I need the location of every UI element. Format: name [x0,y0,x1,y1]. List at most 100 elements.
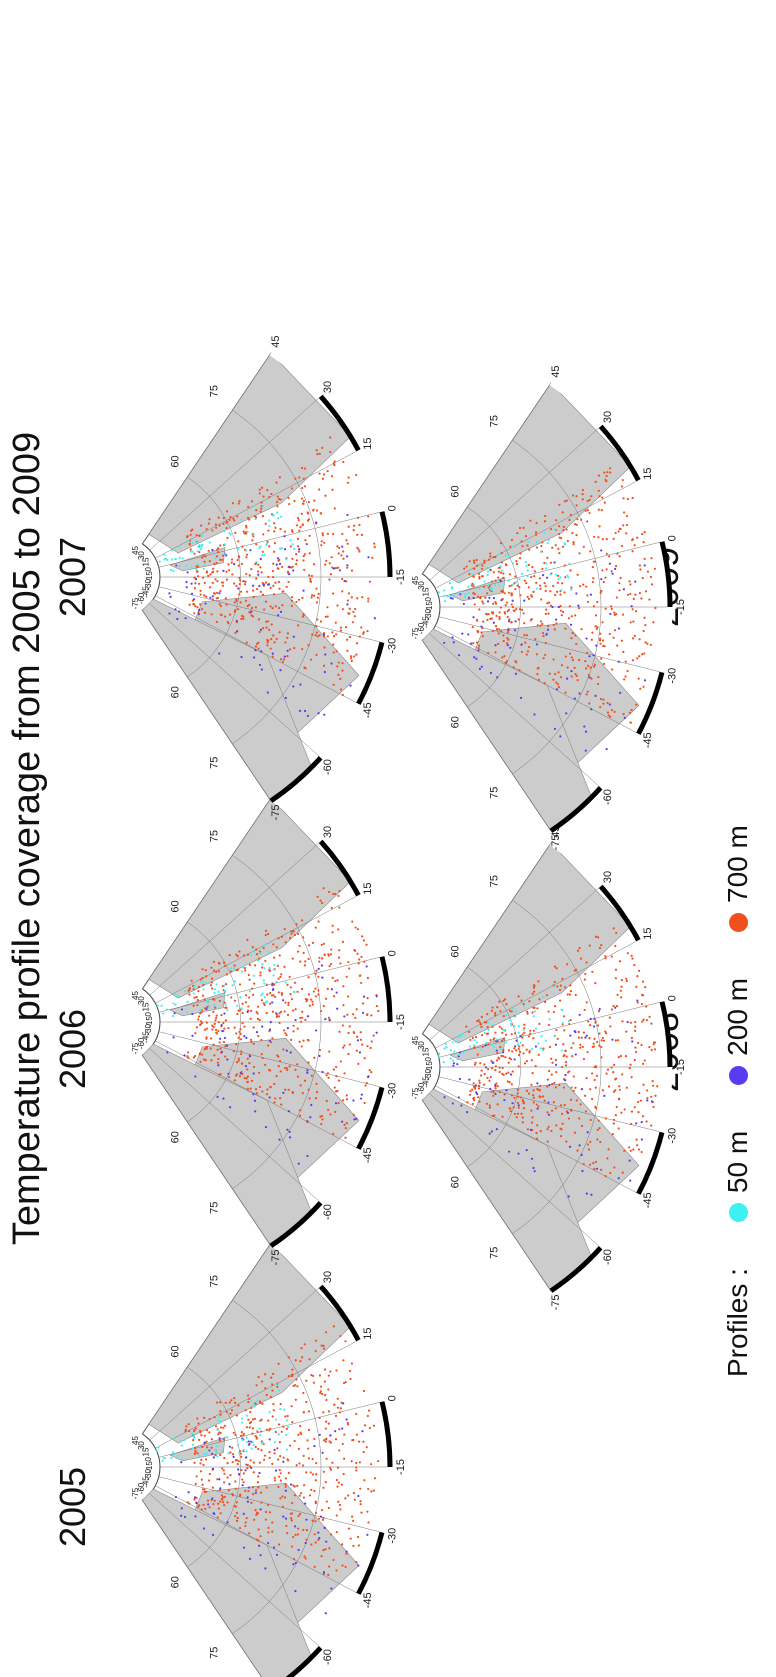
frame-segment [356,1086,385,1150]
frame-segment [659,1001,673,1068]
lat-tick-label-right: 75 [208,385,220,397]
frame-segment [356,641,385,705]
parallel-line [187,476,241,678]
lon-tick-label: 15 [362,1328,374,1340]
lat-tick-label: 60 [169,686,181,698]
lon-tick-label: -60 [322,1649,334,1665]
frame-segment [549,1245,603,1293]
legend-label-50m: 50 m [722,1130,753,1194]
frame-segment [356,894,385,958]
frame-segment [549,841,603,889]
parallel-line [187,921,241,1123]
meridian-line [142,610,272,801]
legend: Profiles : 50 m 200 m 700 m [718,779,758,1377]
lon-tick-label-top: -15 [145,1016,154,1028]
legend-dot-50m [728,1203,748,1223]
frame-segment [636,479,665,543]
lon-tick-label-top: 45 [131,990,140,999]
meridian-line [422,640,552,831]
lon-tick-label: 45 [270,335,282,347]
meridian-line [149,841,321,996]
frame-segment [356,1339,385,1403]
lon-tick-label: -75 [550,1294,562,1310]
lon-tick-label: -15 [675,1059,687,1075]
profile-dots-700m-2006 [186,887,380,1139]
lon-tick-label-top: -45 [421,616,430,628]
lon-tick-label: 30 [602,871,614,883]
land-mass-3 [449,1037,506,1062]
meridian-line [142,1243,272,1434]
lon-tick-label-top: 15 [421,1047,430,1056]
parallel-line [232,855,322,1189]
lat-tick-label-right: 60 [169,1345,181,1357]
meridian-line [438,541,663,598]
profile-dots-700m-2007 [185,436,376,697]
frame-segment [269,351,323,399]
land-mass-2 [148,1242,351,1444]
map-svg-2009: -75-75-60-60-45-45-30-30 -15-150015153030… [411,365,687,850]
lon-tick-label: -75 [270,1249,282,1265]
lon-tick-label-top: 0 [424,596,433,601]
map-svg-2008: -75-75-60-60-45-45-30-30 -15-150015153030… [411,825,687,1310]
lon-tick-label: 0 [387,950,399,956]
frame-segment [318,1592,361,1650]
lon-tick-label: -75 [270,804,282,820]
lat-tick-label: 60 [169,1131,181,1143]
frame-segment [598,732,641,790]
meridian-line [158,956,383,1013]
lon-tick-label-top: 30 [137,1441,146,1450]
frame-segment [549,785,603,833]
lon-tick-label: 15 [362,438,374,450]
lon-tick-label-top: -45 [141,586,150,598]
frame-segment [549,381,603,429]
profile-dots-700m-2008 [465,927,659,1178]
lon-tick-label: -45 [362,1592,374,1608]
lat-tick-label-right: 60 [449,485,461,497]
lon-tick-label-top: 0 [144,566,153,571]
lon-tick-label-top: -30 [424,608,433,620]
land-mass-3 [169,547,226,572]
lon-tick-label: 30 [322,826,334,838]
lon-tick-label-top: 30 [417,1041,426,1050]
land-mass-3 [449,577,506,602]
lon-tick-label-top: -75 [411,627,420,639]
lat-tick-label: 75 [488,787,500,799]
lat-tick-label: 60 [449,1176,461,1188]
lon-tick-label: 45 [550,365,562,377]
lon-tick-label-top: -15 [145,1461,154,1473]
frame-segment [598,1192,641,1250]
lon-tick-label: -30 [387,1083,399,1099]
lat-tick-label: 75 [488,1247,500,1259]
lat-tick-label: 60 [169,1576,181,1588]
meridian-line [158,511,383,568]
lat-tick-label-right: 75 [488,875,500,887]
frame-segment [318,702,361,760]
lon-tick-label-top: 15 [141,1447,150,1456]
meridian-line [155,1040,359,1149]
lat-tick-label-right: 75 [208,1275,220,1287]
frame-segment [598,884,641,942]
year-label-2006: 2006 [52,1008,93,1090]
lon-tick-label-top: -60 [137,1482,146,1494]
map-svg-2006: -75-75-60-60-45-45-30-30 -15-150015153030… [131,780,407,1265]
lat-tick-label-right: 60 [169,455,181,467]
lon-tick-label-top: -15 [425,601,434,613]
lon-tick-label-top: 45 [411,1035,420,1044]
profile-dots-50m-2007 [158,504,296,572]
year-label-2005: 2005 [52,1466,93,1548]
meridian-line [149,1286,321,1441]
meridian-line [422,1100,552,1291]
lon-tick-label-top: -75 [131,1487,140,1499]
lon-tick-label-top: -45 [141,1476,150,1488]
lon-tick-label-top: 45 [131,1435,140,1444]
lon-tick-label: -60 [602,789,614,805]
lon-tick-label: -30 [387,1528,399,1544]
lon-tick-label: 15 [642,468,654,480]
lon-tick-label: -15 [395,1014,407,1030]
lon-tick-label-top: -15 [145,571,154,583]
map-svg-2005: -75-75-60-60-45-45-30-30-15-150015153030… [131,1225,407,1677]
land-mass-2 [148,797,351,999]
lon-tick-label: -45 [642,732,654,748]
meridian-line [149,603,321,758]
lon-tick-label: 15 [362,883,374,895]
